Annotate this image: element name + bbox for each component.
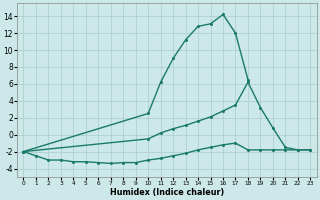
X-axis label: Humidex (Indice chaleur): Humidex (Indice chaleur) — [110, 188, 224, 197]
